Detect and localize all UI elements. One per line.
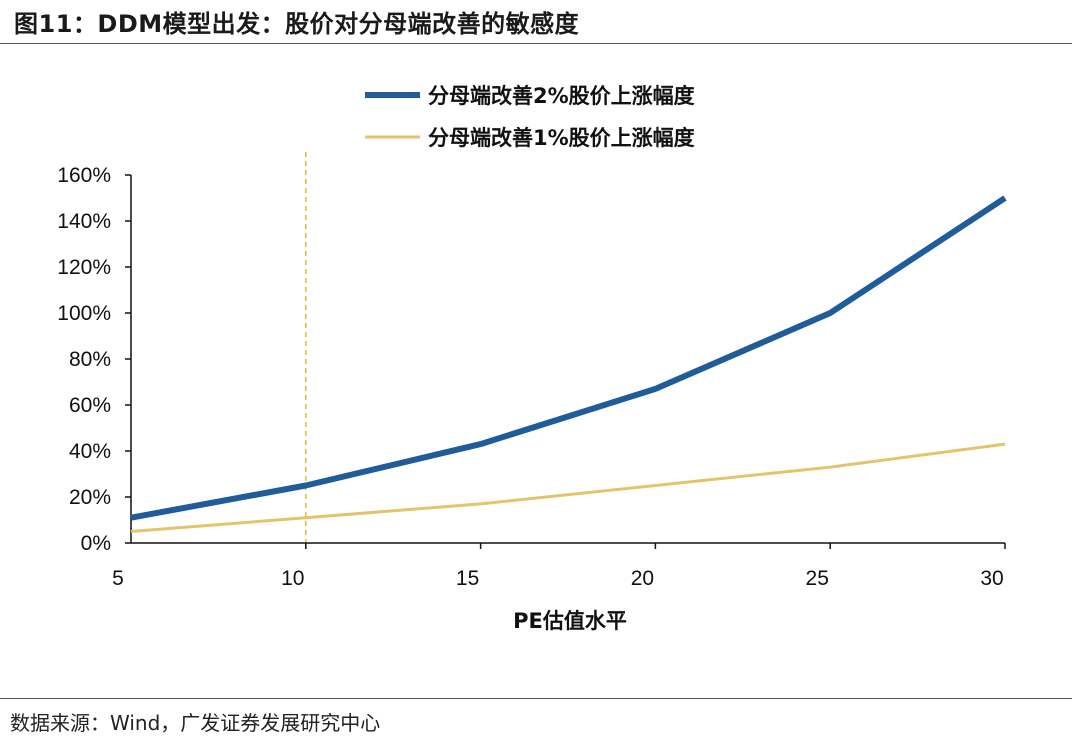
y-tick-label: 160% (57, 164, 111, 187)
x-tick-label: 25 (806, 567, 829, 590)
series-line-2 (130, 442, 1006, 533)
x-tick-label: 30 (980, 567, 1003, 590)
series-line-1 (130, 195, 1007, 521)
y-tick-label: 100% (57, 302, 111, 325)
x-axis-label: PE估值水平 (513, 609, 627, 633)
bottom-rule (0, 698, 1072, 699)
x-tick-label: 15 (456, 567, 479, 590)
y-tick-label: 80% (69, 348, 111, 371)
y-tick-label: 140% (57, 210, 111, 233)
legend-label: 分母端改善2%股价上涨幅度 (428, 84, 695, 108)
source-note: 数据来源：Wind，广发证券发展研究中心 (10, 711, 381, 735)
y-ticks: 0% 20% 40% 60% 80% 100% 120% 140% 160% (57, 164, 131, 555)
top-rule (0, 43, 1072, 44)
axes (130, 175, 1005, 544)
x-ticks: 5 10 15 20 25 30 (112, 543, 1006, 590)
y-tick-label: 40% (69, 440, 111, 463)
figure-title: 图11：DDM模型出发：股价对分母端改善的敏感度 (14, 10, 580, 38)
y-tick-label: 120% (57, 256, 111, 279)
y-tick-label: 20% (69, 486, 111, 509)
x-tick-label: 5 (112, 567, 124, 590)
legend-label: 分母端改善1%股价上涨幅度 (428, 126, 695, 150)
x-tick-label: 20 (631, 567, 654, 590)
y-tick-label: 0% (81, 532, 111, 555)
series-layer (130, 195, 1007, 533)
y-tick-label: 60% (69, 394, 111, 417)
x-tick-label: 10 (281, 567, 304, 590)
